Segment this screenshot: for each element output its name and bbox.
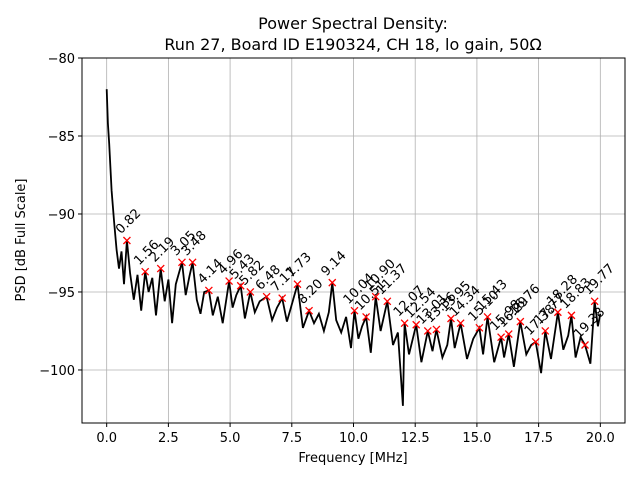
x-tick-label: 2.5 [158, 431, 179, 446]
x-tick-label: 5.0 [220, 431, 241, 446]
peak-marker [400, 319, 409, 328]
peak-marker [483, 312, 492, 321]
peak-marker [581, 341, 589, 349]
y-tick-label: −95 [48, 286, 75, 301]
peak-marker [497, 333, 506, 342]
peak-marker [475, 323, 484, 332]
peak-marker [236, 281, 245, 290]
peak-marker [328, 278, 337, 287]
peak-marker [590, 297, 599, 306]
x-tick-label: 12.5 [401, 431, 430, 446]
x-tick-label: 10.0 [339, 431, 368, 446]
peak-marker [412, 320, 421, 329]
peak-marker [141, 267, 150, 276]
peak-marker [541, 327, 550, 335]
peak-marker [362, 312, 371, 321]
peak-marker [567, 311, 576, 320]
plot-frame [81, 57, 626, 424]
peak-marker [262, 292, 271, 301]
x-tick-label: 0.0 [96, 431, 117, 446]
x-tick-label: 17.5 [524, 431, 553, 446]
x-tick-label: 15.0 [462, 431, 491, 446]
y-tick-label: −85 [48, 130, 75, 145]
peak-marker [531, 337, 540, 346]
peak-marker [225, 277, 234, 286]
peak-marker [204, 286, 213, 295]
peak-marker [371, 292, 380, 301]
peak-marker [305, 306, 314, 315]
y-axis-label: PSD [dB Full Scale] [14, 178, 29, 301]
x-axis-label: Frequency [MHz] [298, 451, 407, 466]
peak-marker [246, 288, 255, 296]
peak-marker [350, 306, 359, 315]
peak-marker [423, 327, 432, 335]
peak-marker [432, 325, 441, 334]
x-tick-label: 7.5 [281, 431, 302, 446]
peak-marker [178, 258, 186, 267]
peak-marker [516, 317, 525, 326]
peak-marker [553, 308, 562, 317]
peak-marker [293, 280, 302, 289]
y-tick-label: −90 [48, 208, 75, 223]
y-tick-label: −100 [39, 364, 75, 379]
peak-marker [383, 297, 392, 306]
peak-marker [447, 314, 455, 323]
x-tick-label: 20.0 [586, 431, 615, 446]
chart-subtitle: Run 27, Board ID E190324, CH 18, lo gain… [164, 35, 541, 54]
peak-marker [188, 258, 197, 267]
peak-marker [504, 330, 513, 339]
peak-marker [456, 319, 465, 328]
peak-marker [278, 294, 287, 303]
y-tick-label: −80 [48, 52, 75, 67]
peak-marker [122, 236, 131, 245]
chart-title: Power Spectral Density: [258, 14, 448, 33]
peak-marker [156, 264, 165, 273]
